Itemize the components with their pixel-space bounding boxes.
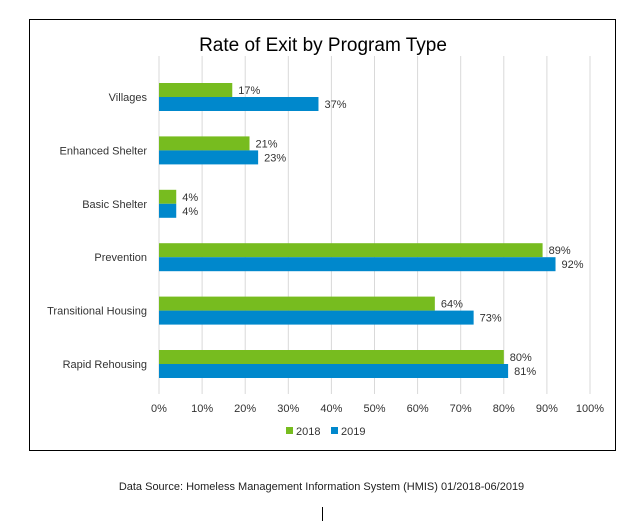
category-labels: Villages Enhanced Shelter Basic Shelter Pre… <box>47 92 147 371</box>
legend-swatch-2019 <box>331 427 338 434</box>
category-label: Enhanced Shelter <box>60 145 148 157</box>
x-tick-label: 90% <box>536 403 558 415</box>
bar-2019 <box>159 257 556 272</box>
x-tick-label: 60% <box>407 403 429 415</box>
bar-2018 <box>159 83 233 97</box>
data-labels: 17% 37% 21% 23% 4% 4% 89% 92% 64% 73% 80% 81% <box>182 85 584 378</box>
bar-2018 <box>159 189 177 204</box>
x-tick-labels: 0% 10% 20% 30% 40% 50% 60% 70% 80% 90% 100% <box>151 403 604 415</box>
data-label: 64% <box>441 299 463 311</box>
data-label: 73% <box>480 313 502 325</box>
gridlines <box>158 56 591 394</box>
data-label: 81% <box>514 366 536 378</box>
category-label: Basic Shelter <box>82 199 147 211</box>
bar-2019 <box>159 203 177 218</box>
bar-2019 <box>159 364 509 378</box>
category-label: Transitional Housing <box>47 306 147 318</box>
bar-2018 <box>159 296 435 311</box>
bar-2018 <box>159 136 250 151</box>
bar-2019 <box>159 97 319 111</box>
bars <box>159 83 556 378</box>
x-tick-label: 80% <box>493 403 515 415</box>
data-label: 92% <box>562 259 584 271</box>
text-cursor <box>322 507 323 521</box>
x-tick-label: 40% <box>320 403 342 415</box>
legend-label: 2018 <box>296 426 320 438</box>
chart-title: Rate of Exit by Program Type <box>199 35 447 56</box>
chart-frame: Rate of Exit by Program Type 17% 37% 21% 23… <box>29 19 616 451</box>
category-label: Rapid Rehousing <box>63 359 147 371</box>
data-label: 89% <box>549 245 571 257</box>
data-label: 23% <box>264 152 286 164</box>
x-tick-label: 10% <box>191 403 213 415</box>
data-label: 17% <box>238 85 260 97</box>
bar-2019 <box>159 310 474 325</box>
legend-label: 2019 <box>341 426 365 438</box>
x-tick-label: 70% <box>450 403 472 415</box>
legend: 2018 2019 <box>286 426 365 438</box>
x-tick-label: 30% <box>277 403 299 415</box>
x-tick-label: 0% <box>151 403 167 415</box>
legend-swatch-2018 <box>286 427 293 434</box>
x-tick-label: 100% <box>576 403 604 415</box>
category-label: Villages <box>109 92 148 104</box>
category-label: Prevention <box>94 252 147 264</box>
x-tick-label: 50% <box>363 403 385 415</box>
data-label: 4% <box>182 192 198 204</box>
data-label: 37% <box>324 99 346 111</box>
x-tick-label: 20% <box>234 403 256 415</box>
bar-chart: Rate of Exit by Program Type 17% 37% 21% 23… <box>47 35 604 438</box>
bar-2018 <box>159 243 543 258</box>
data-label: 80% <box>510 352 532 364</box>
bar-2019 <box>159 150 259 165</box>
data-label: 4% <box>182 206 198 218</box>
data-source-note: Data Source: Homeless Management Informa… <box>118 481 525 493</box>
bar-2018 <box>159 350 504 364</box>
data-label: 21% <box>256 138 278 150</box>
